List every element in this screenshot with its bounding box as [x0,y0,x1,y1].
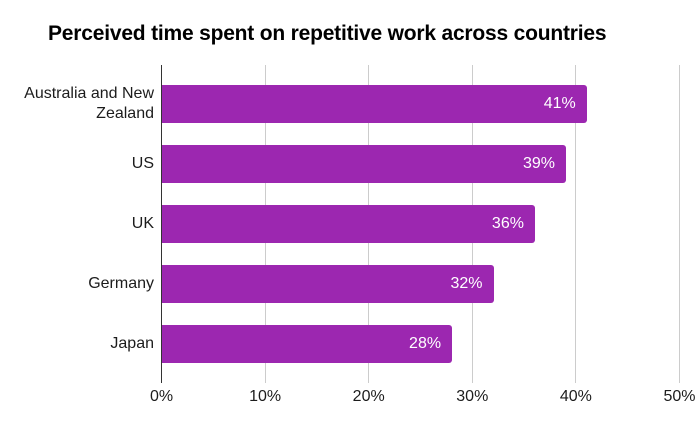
gridline-50% [679,65,680,383]
x-tick-label-40%: 40% [559,388,592,405]
x-tick-label-20%: 20% [352,388,385,405]
category-label-uk: UK [131,215,154,232]
bar-value-label: 36% [491,215,524,232]
bar-germany[interactable]: 32% [162,265,494,303]
category-label-us: US [131,155,154,172]
category-label-australia-and-new-zealand: Australia and New Zealand [24,85,154,122]
bar-australia-and-new-zealand[interactable]: 41% [162,85,587,123]
bar-value-label: 28% [409,335,442,352]
plot-area: 41% 39% 36% 32% 28% [161,65,680,383]
x-tick-label-10%: 10% [249,388,282,405]
gridline-40% [575,65,577,383]
y-axis-baseline [161,65,162,383]
bar-us[interactable]: 39% [162,145,567,183]
x-tick-label-50%: 50% [663,388,696,405]
bar-value-label: 39% [523,155,556,172]
bar-value-label: 41% [543,95,576,112]
category-label-japan: Japan [110,335,154,352]
bar-value-label: 32% [450,275,483,292]
category-label-germany: Germany [88,275,154,292]
bar-japan[interactable]: 28% [162,325,453,363]
x-tick-label-0%: 0% [149,388,174,405]
bar-uk[interactable]: 36% [162,205,535,243]
chart-title: Perceived time spent on repetitive work … [48,22,607,45]
x-tick-label-30%: 30% [456,388,489,405]
